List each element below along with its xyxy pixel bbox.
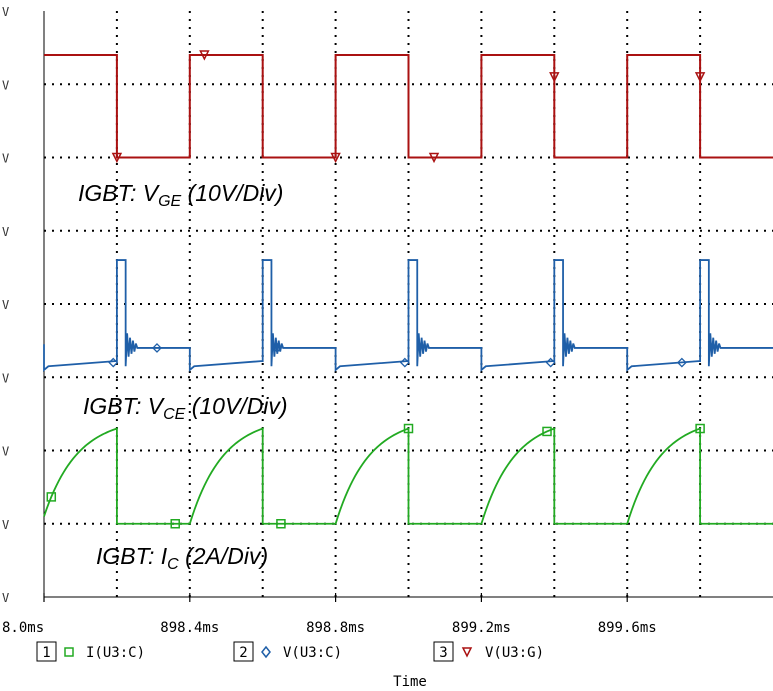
vce-diamond-marker (152, 343, 162, 353)
y-tick-label: V (2, 152, 9, 166)
svg-text:IGBT: VCE (10V/Div): IGBT: VCE (10V/Div) (83, 393, 288, 423)
series-vce-line (43, 259, 773, 372)
svg-text:IGBT: VGE (10V/Div): IGBT: VGE (10V/Div) (78, 180, 283, 210)
y-ticks: V V V V V V V V V (2, 5, 9, 605)
x-tick-label: 899.6ms (598, 620, 657, 636)
x-tick-label: 899.2ms (452, 620, 511, 636)
y-tick-label: V (2, 78, 9, 92)
y-tick-label: V (2, 371, 9, 385)
y-tick-label: V (2, 225, 9, 239)
ic-square-marker (46, 492, 57, 502)
vge-triangle-marker (549, 72, 560, 83)
vce-diamond-marker (272, 343, 283, 353)
vce-diamond-marker (545, 357, 556, 368)
x-axis-label: Time (393, 674, 427, 690)
ic-square-marker (542, 426, 552, 437)
legend-item-vge: 3 V(U3:G) (433, 641, 544, 662)
svg-text:I(U3:C): I(U3:C) (86, 645, 145, 661)
vge-triangle-marker (199, 50, 210, 61)
legend-diamond-icon (261, 645, 271, 659)
svg-text:V(U3:G): V(U3:G) (485, 645, 544, 661)
y-tick-label: V (2, 591, 9, 605)
ic-square-marker (403, 423, 414, 434)
vge-triangle-marker (330, 152, 341, 164)
x-tick-label: 898.8ms (306, 620, 365, 636)
svg-text:IGBT: IC (2A/Div): IGBT: IC (2A/Div) (96, 543, 268, 573)
vge-triangle-marker (111, 152, 123, 164)
vce-diamond-marker (399, 357, 410, 368)
x-tick-label: 8.0ms (2, 620, 44, 636)
series (43, 53, 773, 525)
ic-square-marker (170, 519, 180, 529)
vge-triangle-marker (428, 152, 440, 164)
svg-text:2: 2 (239, 645, 247, 661)
svg-text:3: 3 (439, 645, 447, 661)
series-vge-line (44, 53, 773, 159)
legend-square-icon (64, 647, 74, 657)
annotation-vge: IGBT: VGE (10V/Div) (78, 180, 283, 210)
svg-text:V(U3:C): V(U3:C) (283, 645, 342, 661)
markers (46, 50, 706, 529)
vce-diamond-marker (676, 357, 687, 368)
legend-item-ic: 1 I(U3:C) (36, 641, 145, 662)
y-tick-label: V (2, 445, 9, 459)
vge-triangle-marker (694, 72, 706, 83)
x-ticks: 8.0ms 898.4ms 898.8ms 899.2ms 899.6ms (2, 593, 657, 636)
y-tick-label: V (2, 298, 9, 312)
legend-item-vce: 2 V(U3:C) (233, 641, 342, 662)
legend: 1 I(U3:C) 2 V(U3:C) 3 V(U3:G) (36, 641, 544, 662)
x-tick-label: 898.4ms (160, 620, 219, 636)
y-tick-label: V (2, 518, 9, 532)
annotation-vce: IGBT: VCE (10V/Div) (83, 393, 288, 423)
ic-square-marker (695, 423, 705, 434)
ic-square-marker (276, 519, 286, 529)
vce-diamond-marker (108, 357, 119, 368)
y-tick-label: V (2, 5, 9, 19)
legend-triangle-icon (461, 647, 473, 658)
annotation-ic: IGBT: IC (2A/Div) (96, 543, 268, 573)
svg-text:1: 1 (42, 645, 50, 661)
series-ic-line (43, 427, 773, 525)
